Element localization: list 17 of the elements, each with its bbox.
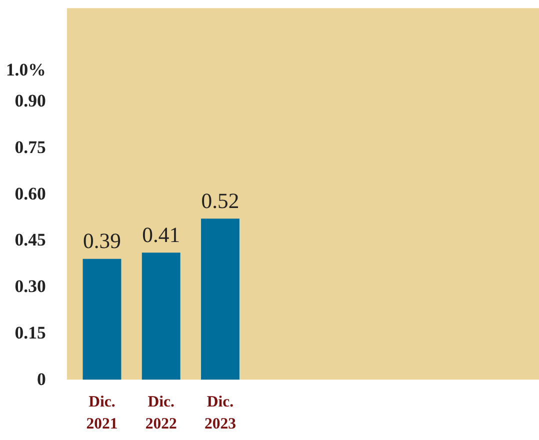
y-tick-label: 0.75 (14, 136, 46, 157)
x-tick-label: Dic. 2023 (204, 394, 236, 432)
y-tick-label: 0.45 (14, 230, 46, 250)
y-tick-label: 0.60 (14, 183, 46, 204)
bar (82, 258, 122, 380)
y-tick-label: 0.15 (14, 322, 46, 343)
data-label: 0.39 (83, 229, 121, 254)
y-tick-label: 0 (36, 369, 46, 390)
x-tick-label: Dic. 2022 (145, 394, 177, 432)
x-tick-label: Dic. 2021 (86, 394, 118, 432)
bar (201, 218, 240, 380)
bar (142, 252, 180, 380)
y-tick-label: 1.0% (6, 59, 46, 80)
y-tick-label: 0.90 (14, 90, 46, 110)
data-label: 0.52 (201, 188, 240, 213)
y-tick-label: 0.30 (14, 276, 46, 296)
data-label: 0.41 (142, 222, 180, 247)
